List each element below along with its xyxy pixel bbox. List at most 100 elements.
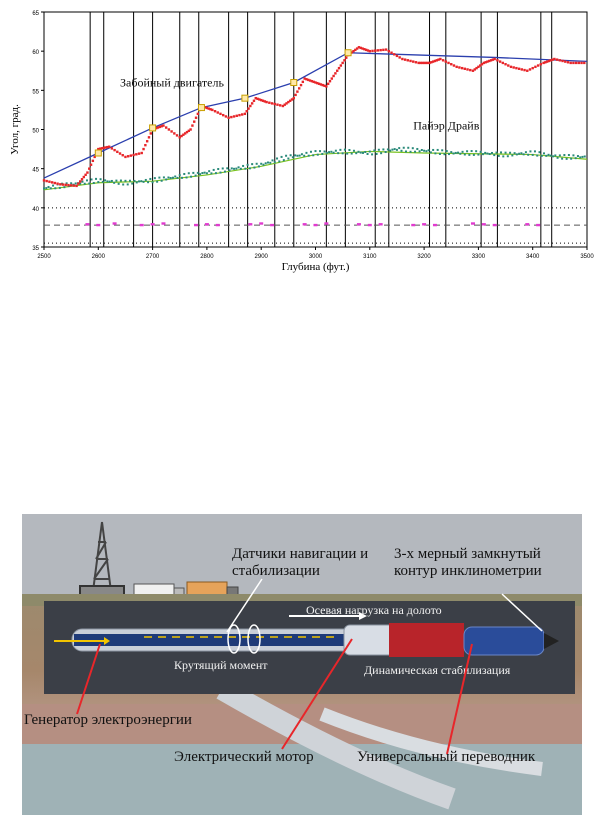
series-point bbox=[441, 59, 445, 62]
series-point bbox=[302, 223, 307, 226]
series-point bbox=[271, 159, 274, 162]
series-point bbox=[531, 66, 534, 70]
series-point bbox=[579, 156, 582, 159]
axial-load-arrow-head bbox=[359, 612, 367, 620]
series-point bbox=[355, 47, 359, 50]
series-point bbox=[484, 61, 487, 64]
series-point bbox=[247, 107, 250, 110]
electric-motor-label: Электрический мотор bbox=[174, 749, 314, 765]
series-point bbox=[511, 154, 514, 157]
series-point bbox=[212, 168, 215, 171]
series-point bbox=[393, 148, 396, 151]
series-point bbox=[270, 223, 275, 227]
series-point bbox=[368, 150, 371, 153]
series-point bbox=[490, 151, 493, 154]
series-point bbox=[564, 60, 567, 63]
series-point bbox=[74, 182, 77, 185]
series-point bbox=[54, 187, 57, 190]
series-point bbox=[117, 182, 120, 185]
x-tick-label: 3000 bbox=[309, 254, 323, 260]
series-point bbox=[230, 167, 233, 170]
series-point bbox=[350, 152, 353, 155]
series-point bbox=[445, 150, 448, 153]
series-point bbox=[298, 87, 301, 90]
series-point bbox=[475, 150, 478, 153]
series-point bbox=[563, 154, 566, 157]
series-point bbox=[144, 178, 147, 181]
series-point bbox=[524, 151, 527, 154]
series-point bbox=[502, 155, 505, 158]
series-point bbox=[224, 170, 226, 173]
series-point bbox=[203, 106, 207, 109]
series-point bbox=[151, 181, 154, 184]
series-point bbox=[452, 152, 455, 155]
series-point bbox=[469, 68, 472, 72]
series-point bbox=[278, 160, 281, 163]
series-point bbox=[113, 148, 116, 152]
series-point bbox=[357, 150, 360, 153]
x-tick-label: 3100 bbox=[363, 254, 377, 260]
series-point bbox=[214, 172, 217, 175]
series-point bbox=[262, 163, 265, 166]
torque-label: Крутящий момент bbox=[174, 658, 268, 672]
series-point bbox=[289, 154, 292, 157]
series-point bbox=[276, 103, 279, 106]
series-point bbox=[538, 151, 541, 154]
series-point bbox=[204, 223, 209, 226]
series-point bbox=[460, 66, 464, 70]
series-point bbox=[536, 64, 540, 67]
series-point bbox=[156, 180, 159, 183]
series-point bbox=[343, 59, 346, 62]
series-point bbox=[255, 162, 258, 165]
series-point bbox=[504, 63, 507, 66]
series-point bbox=[455, 65, 458, 69]
square-marker bbox=[241, 94, 249, 102]
series-point bbox=[389, 149, 392, 152]
series-point bbox=[208, 170, 211, 173]
series-point bbox=[545, 60, 549, 63]
series-point bbox=[83, 182, 86, 185]
x-tick-label: 2600 bbox=[92, 254, 106, 260]
series-point bbox=[567, 154, 570, 157]
series-point bbox=[187, 129, 190, 133]
series-point bbox=[515, 66, 518, 70]
series-point bbox=[150, 223, 155, 226]
series-point bbox=[307, 78, 310, 82]
series-point bbox=[279, 104, 282, 107]
series-point bbox=[491, 58, 495, 61]
series-point bbox=[131, 182, 134, 185]
series-point bbox=[110, 179, 113, 182]
series-point bbox=[248, 167, 251, 170]
series-point bbox=[235, 167, 238, 170]
series-point bbox=[430, 61, 433, 64]
series-point bbox=[496, 59, 499, 62]
series-point bbox=[326, 82, 330, 86]
series-point bbox=[64, 183, 67, 187]
series-point bbox=[580, 61, 583, 65]
series-point bbox=[43, 187, 45, 190]
series-point bbox=[309, 150, 312, 153]
series-point bbox=[190, 175, 193, 178]
series-point bbox=[363, 48, 366, 51]
series-point bbox=[398, 147, 401, 150]
series-point bbox=[330, 150, 333, 153]
series-point bbox=[209, 108, 212, 111]
series-point bbox=[215, 223, 220, 227]
series-point bbox=[556, 156, 559, 159]
series-point bbox=[287, 100, 290, 104]
series-point bbox=[264, 162, 267, 165]
series-point bbox=[319, 150, 322, 153]
series-point bbox=[253, 166, 256, 169]
series-point bbox=[165, 178, 168, 181]
torque-ring bbox=[227, 624, 241, 654]
series-point bbox=[346, 152, 349, 155]
series-point bbox=[312, 154, 315, 157]
inclinometer-label: 3-х мерный замкнутый контур инклинометри… bbox=[394, 546, 542, 579]
series-point bbox=[259, 222, 264, 225]
series-point bbox=[203, 171, 206, 174]
series-point bbox=[283, 103, 286, 106]
series-point bbox=[352, 49, 355, 53]
series-point bbox=[552, 155, 555, 158]
series-point bbox=[239, 167, 242, 170]
series-point bbox=[479, 64, 482, 67]
